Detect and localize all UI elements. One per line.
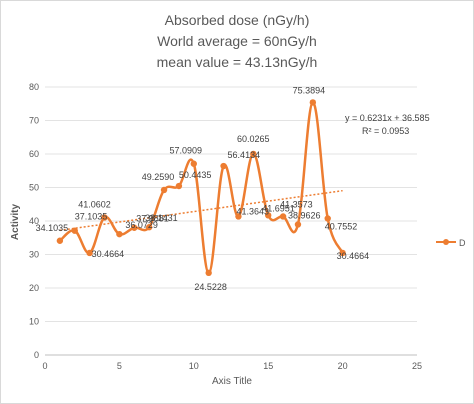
- x-tick-label: 15: [263, 361, 273, 371]
- data-label: 36.0729: [125, 220, 158, 230]
- chart-title-line-2: World average = 60nGy/h: [157, 33, 317, 49]
- data-point: [294, 221, 302, 228]
- y-tick-label: 50: [29, 183, 39, 193]
- y-tick-label: 60: [29, 149, 39, 159]
- data-label: 57.0909: [170, 146, 203, 156]
- data-label: 41.0602: [78, 199, 111, 209]
- trendline: [59, 189, 343, 232]
- data-label: 37.9881: [136, 214, 169, 224]
- data-point: [86, 249, 93, 257]
- x-axis-title: Axis Title: [212, 376, 252, 387]
- data-point: [175, 182, 183, 190]
- data-label: 60.0265: [237, 134, 270, 144]
- y-tick-label: 10: [29, 317, 39, 327]
- x-tick-label: 20: [338, 361, 348, 371]
- data-point: [56, 237, 64, 244]
- legend-marker: [443, 239, 449, 245]
- data-label: 40.7552: [325, 221, 358, 231]
- data-point: [190, 160, 197, 167]
- chart-title-line-3: mean value = 43.13nGy/h: [156, 54, 318, 70]
- data-label: 41.3573: [280, 199, 313, 209]
- data-point: [250, 150, 257, 158]
- data-point: [205, 269, 212, 277]
- data-label: 24.5228: [194, 282, 227, 292]
- data-label: 34.1035: [36, 223, 69, 233]
- data-point: [131, 224, 138, 231]
- data-label: 56.4134: [228, 150, 261, 160]
- y-axis-title: Activity: [10, 204, 21, 241]
- legend-label: D: [459, 238, 466, 248]
- y-tick-label: 40: [29, 216, 39, 226]
- data-label: 41.3643: [236, 206, 269, 216]
- data-point: [235, 213, 242, 220]
- x-tick-label: 25: [412, 361, 422, 371]
- data-label: 30.4664: [92, 249, 125, 259]
- data-point: [145, 224, 153, 231]
- data-point: [101, 214, 108, 221]
- y-tick-label: 0: [34, 350, 39, 360]
- axes: 0 10 20 30 40 50 60 70 80 0 5 10 15 20 25: [29, 82, 422, 371]
- data-label: 50.4435: [179, 170, 212, 180]
- x-tick-label: 10: [189, 361, 199, 371]
- data-label: 49.2590: [142, 172, 175, 182]
- x-tick-label: 5: [117, 361, 122, 371]
- data-label: 41.6951: [262, 203, 295, 213]
- trendline-layer: [59, 189, 343, 232]
- series-layer: [56, 99, 346, 277]
- gridlines: [45, 86, 417, 356]
- data-point: [220, 162, 227, 170]
- data-point: [160, 186, 168, 194]
- data-point: [279, 213, 287, 220]
- data-label: 75.3894: [293, 85, 326, 95]
- data-label: 38.1431: [145, 213, 178, 223]
- data-label: 38.9626: [288, 210, 321, 220]
- legend: D: [436, 238, 466, 248]
- x-tick-label: 0: [42, 361, 47, 371]
- chart-title-line-1: Absorbed dose (nGy/h): [164, 12, 310, 28]
- data-point: [71, 227, 78, 234]
- trendline-equation: y = 0.6231x + 36.585: [345, 113, 430, 123]
- data-point: [265, 212, 272, 219]
- data-point: [309, 99, 317, 106]
- y-tick-label: 70: [29, 116, 39, 126]
- data-label: 30.4664: [337, 251, 370, 261]
- data-point: [324, 215, 331, 222]
- trendline-r2: R² = 0.0953: [362, 126, 409, 136]
- data-label: 37.1035: [75, 212, 108, 222]
- y-tick-label: 80: [29, 82, 39, 92]
- y-tick-label: 30: [29, 250, 39, 260]
- data-point: [339, 249, 346, 257]
- data-point: [116, 230, 123, 238]
- data-labels: 34.1035 37.1035 30.4664 41.0602 36.072937.98…: [36, 85, 370, 291]
- y-tick-label: 20: [29, 283, 39, 293]
